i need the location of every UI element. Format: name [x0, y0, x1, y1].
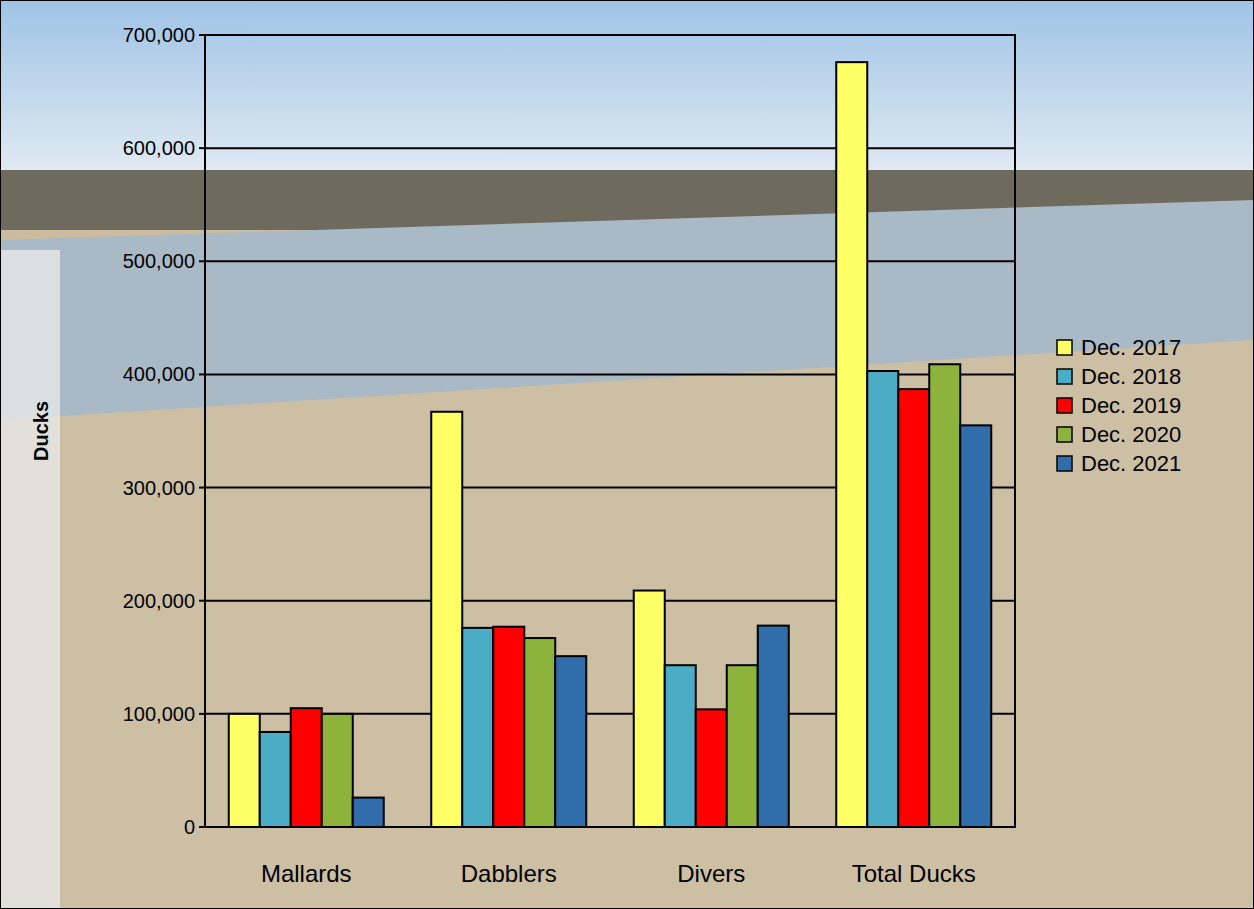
background-strut: [0, 250, 60, 909]
bar: [665, 665, 696, 827]
legend-label: Dec. 2019: [1081, 393, 1181, 418]
tick-label: 700,000: [123, 24, 195, 46]
background-field: [0, 340, 1254, 909]
plot-frame: [205, 35, 1015, 827]
bar: [960, 425, 991, 827]
bar: [353, 798, 384, 827]
bar: [836, 62, 867, 827]
outer-border: [1, 1, 1254, 909]
legend-label: Dec. 2020: [1081, 422, 1181, 447]
bar: [727, 665, 758, 827]
bar: [431, 412, 462, 827]
bar: [322, 714, 353, 827]
tick-label: 300,000: [123, 477, 195, 499]
grid-line: [205, 260, 1015, 262]
bar: [493, 627, 524, 827]
tick-label: 0: [184, 816, 195, 838]
tick-label: 600,000: [123, 137, 195, 159]
category-label: Dabblers: [461, 860, 557, 887]
legend-swatch: [1057, 456, 1072, 471]
grid-line: [205, 147, 1015, 149]
legend-label: Dec. 2021: [1081, 451, 1181, 476]
bar: [867, 371, 898, 827]
background-sky: [0, 0, 1254, 170]
bar: [758, 626, 789, 827]
legend-swatch: [1057, 427, 1072, 442]
bar: [291, 708, 322, 827]
tick-label: 500,000: [123, 250, 195, 272]
bar: [260, 732, 291, 827]
category-label: Mallards: [261, 860, 352, 887]
category-label: Divers: [677, 860, 745, 887]
chart: 0 100,000 200,000 300,000 400,000 500,000 600,…: [0, 0, 1254, 909]
bar: [898, 389, 929, 827]
bar: [555, 656, 586, 827]
tick-label: 400,000: [123, 363, 195, 385]
bars: [229, 62, 992, 827]
legend-swatch: [1057, 398, 1072, 413]
bar: [696, 709, 727, 827]
tick-label: 200,000: [123, 590, 195, 612]
axis-title: Ducks: [30, 401, 52, 461]
bar: [929, 364, 960, 827]
bar: [229, 714, 260, 827]
background: [0, 0, 1254, 909]
legend-swatch: [1057, 369, 1072, 384]
tick-label: 100,000: [123, 703, 195, 725]
legend-label: Dec. 2018: [1081, 364, 1181, 389]
bar: [462, 628, 493, 827]
bar: [634, 591, 665, 827]
bar: [524, 638, 555, 827]
legend-swatch: [1057, 340, 1072, 355]
category-label: Total Ducks: [852, 860, 976, 887]
legend-label: Dec. 2017: [1081, 335, 1181, 360]
